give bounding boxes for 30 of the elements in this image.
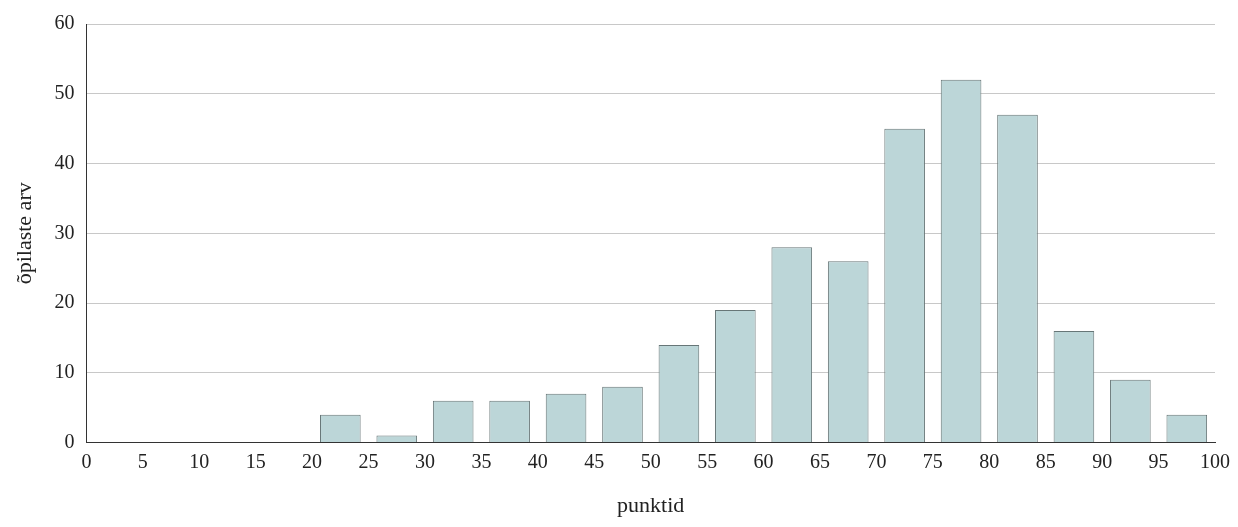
- x-tick-label: 100: [1200, 449, 1230, 472]
- x-tick-label: 75: [922, 449, 943, 472]
- y-tick-label: 30: [54, 220, 75, 243]
- x-tick-label: 85: [1035, 449, 1056, 472]
- y-tick-label: 50: [54, 81, 75, 104]
- x-tick-label: 90: [1092, 449, 1113, 472]
- x-axis-title: punktid: [617, 491, 685, 517]
- x-tick-label: 5: [137, 449, 148, 472]
- x-tick-label: 25: [358, 449, 379, 472]
- x-tick-label: 70: [866, 449, 887, 472]
- y-tick-label: 10: [54, 360, 75, 383]
- y-axis-title: õpilaste arv: [10, 182, 36, 285]
- x-tick-label: 20: [302, 449, 323, 472]
- x-tick-label: 0: [81, 449, 92, 472]
- x-tick-label: 55: [697, 449, 718, 472]
- x-tick-label: 60: [753, 449, 774, 472]
- y-tick-label: 20: [54, 290, 75, 313]
- x-tick-label: 10: [189, 449, 210, 472]
- x-tick-label: 80: [979, 449, 1000, 472]
- y-tick-label: 0: [64, 429, 75, 452]
- x-tick-label: 50: [640, 449, 661, 472]
- y-tick-label: 60: [54, 11, 75, 34]
- x-tick-label: 30: [414, 449, 435, 472]
- x-tick-label: 65: [809, 449, 830, 472]
- x-tick-label: 40: [527, 449, 548, 472]
- x-tick-label: 95: [1148, 449, 1169, 472]
- y-tick-label: 40: [54, 150, 75, 173]
- x-tick-label: 15: [245, 449, 266, 472]
- x-tick-label: 35: [471, 449, 492, 472]
- x-tick-label: 45: [584, 449, 605, 472]
